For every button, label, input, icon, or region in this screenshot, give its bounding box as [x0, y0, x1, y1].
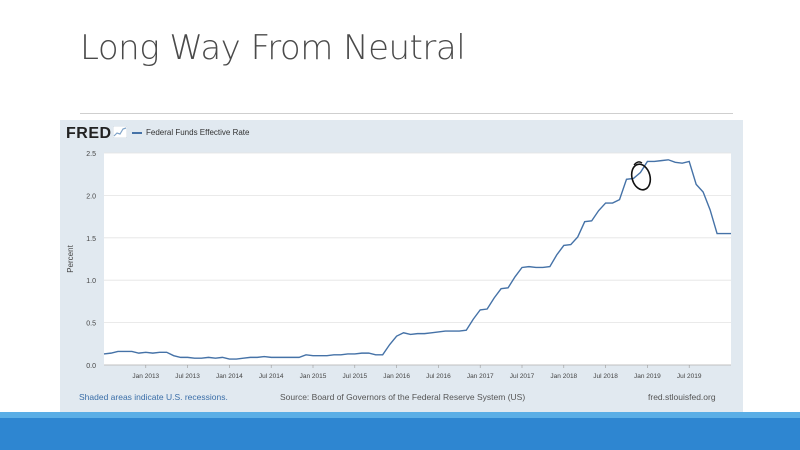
fred-logo-graph-icon: [113, 126, 127, 138]
x-tick-label: Jan 2016: [383, 373, 410, 380]
hand-drawn-circle-tail: [633, 161, 643, 166]
fred-chart-panel: FRED Federal Funds Effective Rate 0.0 0.5…: [60, 120, 743, 412]
x-tick-label: Jan 2018: [550, 373, 577, 380]
x-tick-label: Jul 2013: [175, 373, 200, 380]
legend: Federal Funds Effective Rate: [132, 128, 249, 137]
y-tick-label: 2.0: [86, 193, 96, 200]
series-line: [103, 159, 731, 360]
plot-area: 0.0 0.5 1.0 1.5 2.0 2.5 Jan 2013 Jul 2013 Jan 2…: [66, 151, 731, 380]
x-tick-label: Jan 2017: [467, 373, 494, 380]
x-tick-label: Jan 2019: [634, 373, 661, 380]
bottom-accent-bar: [0, 412, 800, 418]
bottom-bar: [0, 418, 800, 450]
x-tick-label: Jan 2015: [300, 373, 327, 380]
fred-logo: FRED: [66, 125, 112, 142]
x-tick-label: Jul 2017: [510, 373, 535, 380]
source-note: Source: Board of Governors of the Federa…: [280, 392, 526, 402]
x-tick-label: Jul 2015: [343, 373, 368, 380]
x-tick-label: Jul 2016: [426, 373, 451, 380]
x-tick-label: Jul 2018: [593, 373, 618, 380]
y-tick-label: 0.5: [86, 321, 96, 328]
hand-drawn-circle-annotation: [630, 163, 652, 191]
fred-site: fred.stlouisfed.org: [648, 392, 716, 402]
y-tick-label: 1.5: [86, 236, 96, 243]
legend-label: Federal Funds Effective Rate: [146, 128, 250, 137]
slide-title: Long Way From Neutral: [80, 28, 466, 68]
recession-note[interactable]: Shaded areas indicate U.S. recessions.: [79, 392, 228, 402]
x-tick-label: Jul 2019: [677, 373, 702, 380]
y-tick-label: 1.0: [86, 278, 96, 285]
x-tick-label: Jul 2014: [259, 373, 284, 380]
y-tick-label: 2.5: [86, 151, 96, 158]
x-tick-label: Jan 2014: [216, 373, 243, 380]
x-tick-label: Jan 2013: [132, 373, 159, 380]
legend-swatch: [132, 131, 142, 134]
plot-background: [104, 153, 731, 365]
y-axis-label: Percent: [66, 244, 75, 272]
y-tick-label: 0.0: [86, 363, 96, 370]
title-divider: [80, 113, 733, 114]
